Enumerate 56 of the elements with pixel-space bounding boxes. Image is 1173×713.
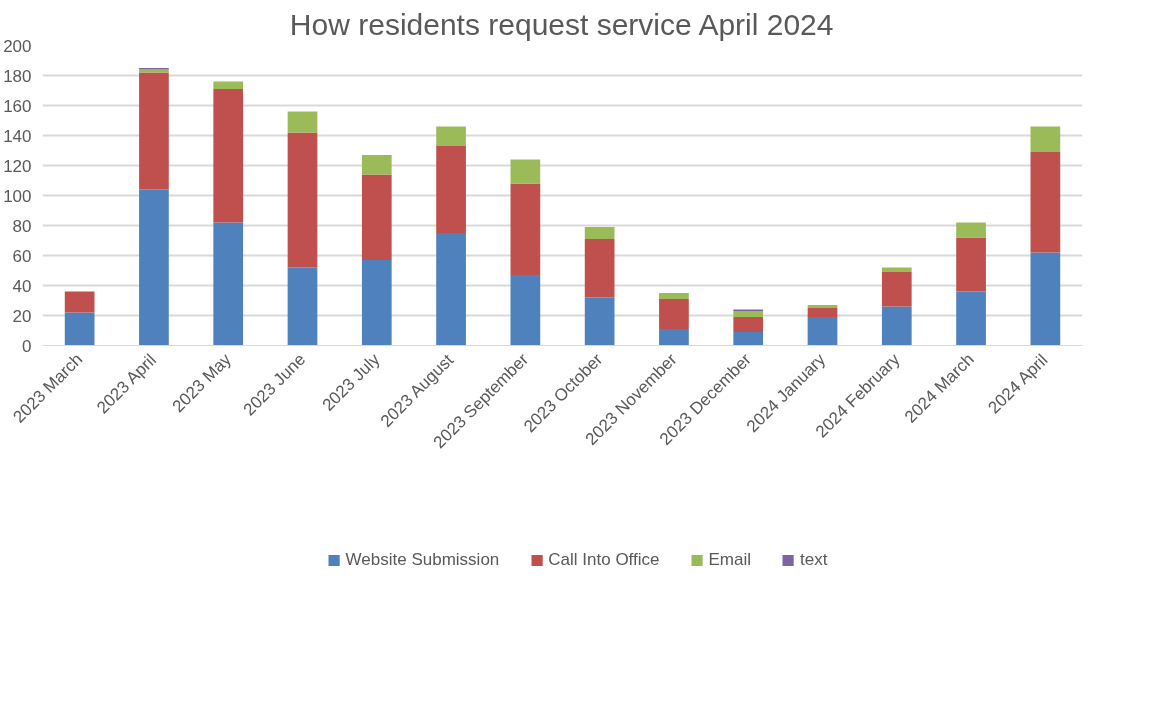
legend-label: Website Submission: [345, 550, 500, 571]
bar: [659, 329, 689, 346]
legend-label: Call Into Office: [548, 550, 660, 571]
bar: [1030, 126, 1061, 152]
bar: [881, 267, 912, 272]
bar: [956, 237, 986, 292]
y-tick-label: 120: [3, 156, 32, 176]
bar: [213, 81, 244, 89]
bar: [510, 183, 541, 275]
chart-title: How residents request service April 2024: [289, 7, 834, 41]
bar: [64, 312, 95, 346]
y-tick-label: 200: [3, 36, 32, 56]
y-tick-label: 60: [12, 246, 32, 266]
bar: [64, 291, 95, 313]
y-tick-label: 20: [12, 306, 32, 326]
bar: [287, 132, 318, 268]
legend-label: Email: [708, 550, 751, 571]
bar: [807, 308, 838, 317]
bar: [659, 293, 689, 299]
y-tick-label: 140: [3, 126, 32, 146]
bar: [510, 275, 541, 346]
bar: [361, 260, 392, 346]
bar: [213, 222, 244, 346]
y-tick-label: 80: [12, 216, 32, 236]
bar: [584, 297, 615, 346]
bar: [436, 146, 466, 233]
bar: [881, 306, 912, 346]
bar: [733, 332, 764, 346]
bar: [361, 174, 392, 260]
y-tick-label: 160: [3, 96, 32, 116]
bar: [584, 239, 615, 298]
bar: [733, 317, 764, 332]
bar: [287, 267, 318, 346]
bar: [807, 317, 838, 346]
bar: [1030, 152, 1061, 253]
y-tick-label: 180: [3, 66, 32, 86]
bar: [436, 126, 466, 146]
bar: [139, 72, 169, 190]
bar: [956, 222, 986, 238]
y-tick-label: 0: [22, 336, 32, 356]
bar: [361, 155, 392, 175]
y-tick-label: 40: [12, 276, 32, 296]
bar: [213, 89, 244, 223]
bar: [881, 272, 912, 307]
bar: [733, 311, 764, 317]
y-tick-label: 100: [3, 186, 32, 206]
bar: [956, 291, 986, 346]
bar: [287, 111, 318, 133]
bar: [436, 233, 466, 346]
bar: [659, 299, 689, 329]
bar: [1030, 252, 1061, 346]
bar: [139, 189, 169, 346]
bar: [807, 305, 838, 308]
bar: [584, 227, 615, 239]
legend-label: text: [800, 550, 828, 571]
bar: [510, 159, 541, 184]
